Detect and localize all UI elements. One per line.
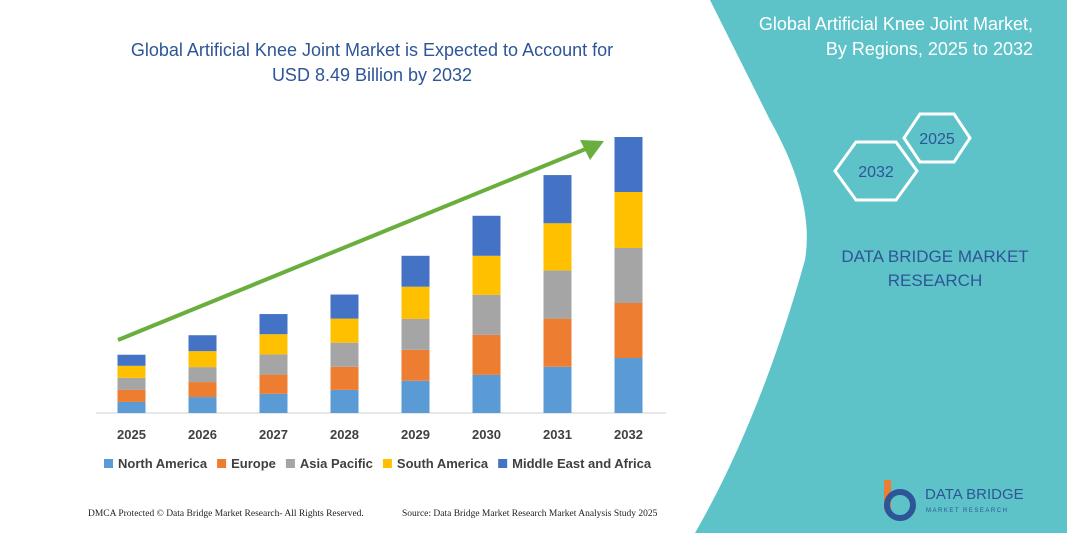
bar-segment	[472, 215, 501, 256]
hexagon	[833, 140, 919, 202]
chart-title: Global Artificial Knee Joint Market is E…	[130, 40, 614, 85]
bar-segment	[117, 389, 146, 402]
bar-segment	[472, 374, 501, 413]
x-tick-label: 2028	[330, 427, 359, 442]
bar-segment	[330, 366, 359, 390]
panel-title: Global Artificial Knee Joint Market, By …	[758, 14, 1033, 59]
x-tick-label: 2027	[259, 427, 288, 442]
bar-segment	[614, 192, 643, 248]
bar-segment	[259, 354, 288, 375]
bar-segment	[259, 393, 288, 413]
trend-arrowhead	[580, 140, 604, 160]
bar-segment	[188, 367, 217, 383]
x-tick-label: 2025	[117, 427, 146, 442]
bar-segment	[614, 302, 643, 358]
side-panel	[695, 0, 1067, 533]
bar-segment	[401, 255, 430, 287]
bar-segment	[543, 223, 572, 271]
legend-label: Middle East and Africa	[512, 456, 652, 471]
legend-swatch	[104, 459, 113, 468]
legend-swatch	[382, 459, 392, 468]
trend-arrow	[117, 146, 589, 342]
legend-swatch	[217, 459, 227, 468]
logo-name: DATA BRIDGE	[925, 486, 1024, 503]
legend-label: South America	[397, 456, 489, 471]
bar-segment	[614, 137, 643, 193]
bar-segment	[259, 374, 288, 394]
bar-segment	[330, 342, 359, 367]
bar-segment	[472, 255, 501, 295]
hexagon	[902, 112, 972, 164]
bar-segment	[188, 397, 217, 413]
bar-segment	[543, 318, 572, 367]
x-tick-label: 2029	[401, 427, 430, 442]
bar-segment	[401, 286, 430, 319]
bar-segment	[188, 351, 217, 368]
x-tick-label: 2031	[543, 427, 572, 442]
hexagon-label: 2025	[919, 131, 955, 148]
bar-segment	[259, 334, 288, 355]
bar-segment	[401, 349, 430, 381]
legend-swatch	[285, 459, 295, 468]
bar-segment	[117, 377, 146, 390]
bar-segment	[543, 366, 572, 413]
bar-segment	[472, 294, 501, 335]
bars	[117, 137, 643, 413]
x-tick-label: 2030	[472, 427, 501, 442]
bar-segment	[401, 318, 430, 350]
bar-segment	[614, 357, 643, 413]
bar-segment	[259, 314, 288, 335]
legend-label: Europe	[231, 456, 276, 471]
hexagon-label: 2032	[858, 164, 894, 181]
legend-label: North America	[118, 456, 208, 471]
footer-left: DMCA Protected © Data Bridge Market Rese…	[88, 509, 364, 519]
logo-tagline: MARKET RESEARCH	[926, 508, 1008, 514]
bar-segment	[543, 175, 572, 224]
bar-segment	[117, 354, 146, 366]
bar-segment	[543, 270, 572, 319]
bar-segment	[188, 335, 217, 352]
bar-segment	[330, 294, 359, 319]
logo-mark	[884, 480, 916, 521]
legend-label: Asia Pacific	[300, 456, 373, 471]
legend-swatch	[498, 459, 508, 468]
bar-segment	[472, 334, 501, 375]
bar-segment	[330, 389, 359, 413]
x-tick-label: 2026	[188, 427, 217, 442]
bar-segment	[117, 365, 146, 378]
bar-segment	[188, 382, 217, 398]
footer-right: Source: Data Bridge Market Research Mark…	[402, 509, 658, 519]
x-tick-label: 2032	[614, 427, 643, 442]
bar-segment	[401, 380, 430, 413]
bar-segment	[614, 247, 643, 303]
bar-segment	[330, 318, 359, 343]
panel-brand: DATA BRIDGE MARKET RESEARCH	[841, 247, 1029, 290]
bar-segment	[117, 401, 146, 413]
